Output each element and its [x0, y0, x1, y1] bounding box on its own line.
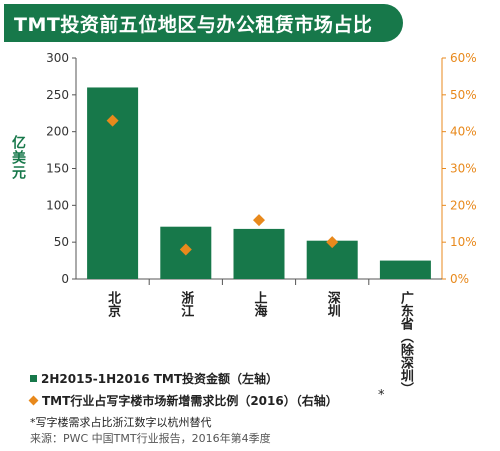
- y-tick-label-right: 60%: [450, 51, 477, 65]
- y-tick-label-left: 200: [46, 125, 69, 139]
- y-tick-label-right: 10%: [450, 235, 477, 249]
- y-tick-label-left: 250: [46, 88, 69, 102]
- y-tick-label-right: 30%: [450, 162, 477, 176]
- y-tick-label-left: 300: [46, 51, 69, 65]
- x-category-label-2: 上海: [252, 291, 268, 318]
- diamond-point-3: [326, 236, 339, 249]
- source-note: 来源：PWC 中国TMT行业报告，2016年第4季度: [30, 432, 271, 445]
- y-tick-label-right: 20%: [450, 198, 477, 212]
- x-category-label-3: 深圳: [325, 290, 341, 318]
- x-category-label-0: 北京: [105, 291, 121, 318]
- legend-asterisk: *: [378, 388, 385, 403]
- footnote: *写字楼需求占比浙江数字以杭州替代: [30, 416, 212, 429]
- diamond-point-2: [253, 214, 265, 227]
- x-category-label-4: 广东省（除深圳）: [398, 290, 415, 395]
- legend-bar-label: 2H2015-1H2016 TMT投资金额（左轴）: [41, 372, 279, 386]
- y-tick-label-left: 50: [54, 235, 69, 249]
- legend-diamond-label: TMT行业占写字楼市场新增需求比例（2016）（右轴）: [42, 394, 338, 408]
- y-tick-label-right: 50%: [450, 88, 477, 102]
- y-tick-label-left: 0: [61, 272, 69, 286]
- y-axis-label: 亿美元: [10, 135, 26, 180]
- bar-4: [379, 260, 431, 279]
- y-tick-label-right: 40%: [450, 125, 477, 139]
- y-tick-label-left: 100: [46, 198, 69, 212]
- title-banner: TMT投资前五位地区与办公租赁市场占比: [4, 4, 403, 42]
- diamond-point-1: [179, 243, 192, 256]
- legend-item-diamond: TMT行业占写字楼市场新增需求比例（2016）（右轴）: [28, 392, 338, 409]
- chart-title: TMT投资前五位地区与办公租赁市场占比: [14, 13, 373, 36]
- y-tick-label-left: 150: [46, 162, 69, 176]
- legend-bar-swatch: [30, 375, 37, 382]
- x-category-label-1: 浙江: [178, 290, 194, 318]
- legend-diamond-swatch: [28, 395, 39, 406]
- y-tick-label-right: 0%: [450, 272, 469, 286]
- diamond-point-0: [106, 114, 119, 127]
- legend-item-bar: 2H2015-1H2016 TMT投资金额（左轴）: [30, 370, 278, 387]
- bar-2: [233, 228, 285, 279]
